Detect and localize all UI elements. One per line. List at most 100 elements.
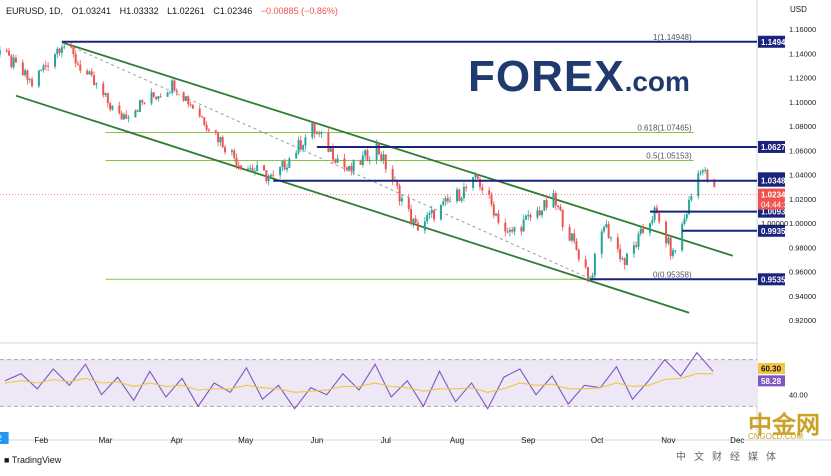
rsi-ma-line: [4, 373, 713, 393]
candle-body: [313, 122, 316, 134]
candle-body: [584, 259, 587, 268]
forex-watermark: FOREX.com: [468, 52, 690, 102]
candle-body: [235, 157, 238, 166]
candle-body: [230, 150, 233, 153]
channel-lower-line: [15, 94, 690, 314]
candle-body: [603, 227, 606, 232]
candle-body: [47, 65, 50, 67]
price-tick-label: 1.00000: [789, 219, 816, 228]
candle-body: [456, 189, 459, 202]
candle-body: [331, 148, 334, 160]
candle-body: [433, 209, 436, 220]
candle-body: [713, 180, 716, 187]
candle-body: [263, 165, 266, 171]
tradingview-icon: ■: [4, 455, 10, 465]
candle-body: [520, 227, 523, 232]
candle-body: [60, 47, 63, 53]
level-axis-label: 1.03488: [761, 177, 790, 186]
candle-body: [465, 187, 468, 189]
candle-body: [642, 228, 645, 233]
candle-body: [207, 129, 210, 131]
candle-body: [143, 102, 146, 104]
candle-body: [256, 165, 259, 172]
candle-body: [669, 237, 672, 256]
candle-body: [380, 154, 383, 161]
candle-body: [423, 221, 426, 231]
time-tick-label: Sep: [521, 436, 536, 445]
candle-body: [155, 96, 158, 99]
candle-body: [224, 147, 226, 153]
candle-body: [184, 96, 187, 101]
price-tick-label: 1.14000: [789, 49, 816, 58]
candle-body: [70, 46, 73, 48]
candle-body: [619, 248, 622, 260]
candle-body: [492, 204, 495, 216]
candle-body: [343, 158, 346, 168]
candle-body: [586, 267, 589, 279]
candle-body: [479, 179, 481, 188]
candle-body: [476, 174, 479, 180]
candle-body: [543, 200, 546, 211]
candle-body: [171, 80, 174, 93]
price-tick-label: 0.92000: [789, 316, 816, 325]
level-axis-tag: [758, 273, 785, 286]
candle-body: [21, 62, 24, 76]
time-tick-label: Apr: [171, 436, 184, 445]
price-tick-label: 1.08000: [789, 122, 816, 131]
candle-body: [214, 130, 217, 133]
time-tick-label: May: [238, 436, 253, 445]
candle-body: [166, 92, 169, 97]
candle-body: [281, 161, 284, 167]
price-axis-unit: USD: [790, 5, 807, 14]
candle-body: [233, 150, 236, 158]
candle-body: [699, 172, 702, 174]
candle-body: [279, 166, 282, 176]
candle-body: [93, 75, 96, 85]
candle-body: [511, 229, 514, 232]
fib-level-label: 0.5(1.05153): [646, 152, 692, 161]
candle-body: [122, 114, 125, 120]
candle-body: [488, 190, 491, 195]
candle-body: [74, 54, 77, 64]
candle-body: [649, 223, 651, 233]
candle-body: [150, 92, 153, 104]
candle-body: [391, 169, 394, 182]
level-axis-label: 0.95358: [761, 275, 790, 284]
candle-body: [637, 233, 640, 247]
candle-body: [396, 180, 399, 186]
candle-body: [665, 221, 668, 244]
candle-body: [557, 205, 560, 207]
level-axis-label: 1.14948: [761, 38, 790, 47]
candle-body: [24, 70, 27, 76]
candle-body: [426, 214, 429, 222]
date-marker-label: Mon 03 Jan '22: [0, 434, 2, 443]
chart-header: EURUSD, 1D, O1.03241 H1.03332 L1.02261 C…: [6, 6, 344, 16]
candle-body: [607, 224, 610, 238]
candle-body: [414, 218, 417, 224]
candle-body: [159, 96, 162, 98]
candle-body: [697, 173, 700, 197]
candle-body: [141, 100, 144, 103]
candle-body: [168, 92, 171, 94]
price-tick-label: 1.16000: [789, 25, 816, 34]
candle-body: [175, 90, 178, 93]
candle-body: [554, 193, 557, 206]
candle-body: [311, 122, 314, 138]
candle-body: [522, 219, 525, 232]
candle-body: [272, 174, 275, 176]
level-axis-tag: [758, 35, 785, 48]
candle-body: [295, 152, 298, 159]
candle-body: [56, 48, 59, 55]
candle-body: [299, 140, 302, 150]
rsi-axis-tag: [758, 375, 785, 387]
candle-body: [412, 218, 415, 224]
candle-body: [104, 93, 107, 96]
candle-body: [366, 150, 369, 161]
candle-body: [577, 249, 580, 260]
candle-body: [79, 64, 82, 71]
candle-body: [348, 166, 351, 170]
time-tick-label: Jun: [310, 436, 323, 445]
channel-upper-line: [61, 41, 733, 257]
candle-body: [573, 233, 576, 242]
